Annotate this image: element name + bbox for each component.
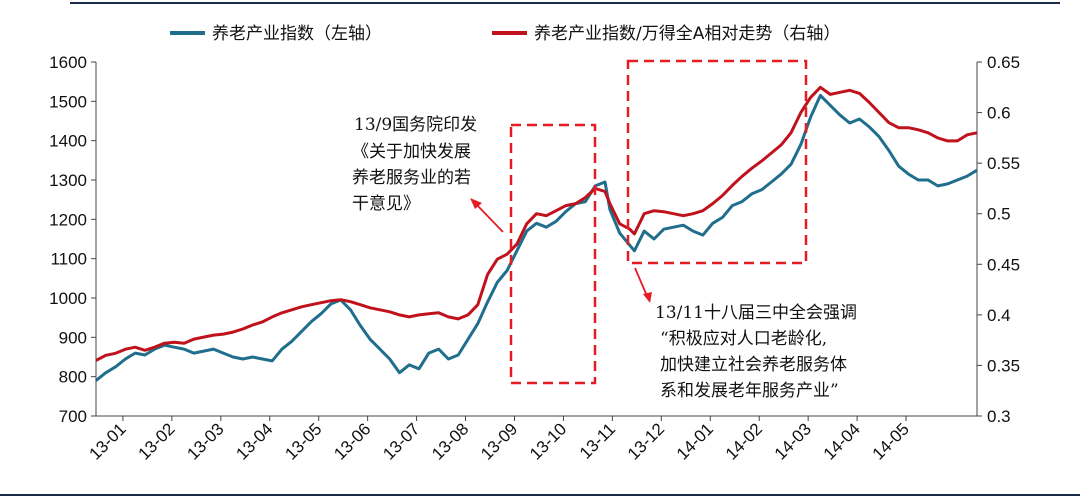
x-tick-label: 14-02: [722, 419, 766, 463]
annotation-state-council: 13/9国务院印发 《关于加快发展 养老服务业的若 干意见》: [352, 115, 477, 214]
x-tick-label: 13-03: [183, 419, 227, 463]
plot-frame: [95, 62, 978, 417]
annotation-2-line-3: 加快建立社会养老服务体: [660, 355, 847, 375]
x-tick-label: 13-11: [576, 419, 619, 462]
left-tick-label: 1300: [49, 171, 87, 190]
left-tick-label: 1100: [50, 250, 87, 269]
x-tick-label: 14-04: [820, 419, 864, 463]
x-tick-label: 13-07: [379, 419, 423, 463]
x-tick-label: 13-08: [428, 419, 472, 463]
x-tick-label: 13-10: [526, 419, 570, 463]
right-tick-label: 0.6: [987, 104, 1011, 123]
series-layer: [95, 85, 978, 382]
annotation-2-line-4: 系和发展老年服务产业”: [660, 381, 839, 401]
x-tick-label: 14-05: [869, 419, 913, 463]
x-tick-label: 13-02: [135, 419, 179, 463]
series-line-index: [95, 93, 978, 382]
left-tick-label: 800: [59, 368, 87, 387]
right-axis-ticks: 0.3 0.35 0.4 0.45 0.5 0.55 0.6 0.65: [977, 53, 1020, 426]
right-tick-label: 0.65: [987, 53, 1020, 72]
highlight-box-sep-oct: [509, 123, 597, 385]
x-tick-label: 14-01: [673, 419, 717, 463]
annotation-arrow-2: [634, 267, 652, 303]
left-tick-label: 1000: [49, 289, 87, 308]
right-tick-label: 0.45: [987, 255, 1020, 274]
left-tick-label: 1200: [49, 210, 87, 229]
right-tick-label: 0.4: [987, 306, 1011, 325]
annotation-1-line-1: 13/9国务院印发: [354, 115, 477, 135]
annotation-1-line-2: 《关于加快发展: [352, 142, 471, 162]
annotation-third-plenum: 13/11十八届三中全会强调 “积极应对人口老龄化, 加快建立社会养老服务体 系…: [655, 303, 857, 401]
series-line-relative: [95, 85, 978, 362]
left-axis-ticks: 700 800 900 1000 1100 1200 1300 1400 1500 1600: [49, 53, 96, 426]
annotation-arrow-1: [470, 198, 504, 233]
left-tick-label: 1600: [49, 53, 87, 72]
right-tick-label: 0.55: [987, 154, 1020, 173]
left-tick-label: 900: [59, 328, 87, 347]
annotation-2-line-1: 13/11十八届三中全会强调: [655, 303, 857, 323]
legend: 养老产业指数（左轴） 养老产业指数/万得全A相对走势（右轴）: [170, 24, 840, 44]
legend-label-relative: 养老产业指数/万得全A相对走势（右轴）: [534, 24, 840, 44]
x-tick-label: 13-01: [86, 419, 130, 463]
annotation-1-line-3: 养老服务业的若: [352, 168, 471, 188]
highlight-box-nov-feb: [626, 59, 808, 265]
legend-label-index: 养老产业指数（左轴）: [212, 24, 382, 44]
x-tick-label: 13-04: [232, 419, 276, 463]
annotation-1-line-4: 干意见》: [352, 194, 420, 214]
left-tick-label: 700: [59, 407, 87, 426]
right-tick-label: 0.35: [987, 356, 1020, 375]
annotation-2-line-2: “积极应对人口老龄化,: [660, 329, 827, 349]
right-tick-label: 0.3: [987, 407, 1011, 426]
left-tick-label: 1500: [49, 92, 87, 111]
left-tick-label: 1400: [49, 132, 87, 151]
x-tick-label: 13-06: [330, 419, 374, 463]
x-tick-label: 13-05: [281, 419, 325, 463]
x-tick-label: 14-03: [771, 419, 815, 463]
x-tick-label: 13-12: [624, 419, 668, 463]
right-tick-label: 0.5: [987, 205, 1011, 224]
x-tick-label: 13-09: [477, 419, 521, 463]
x-axis-ticks: 13-01 13-02 13-03 13-04 13-05 13-06 13-07 13-08…: [86, 416, 913, 464]
